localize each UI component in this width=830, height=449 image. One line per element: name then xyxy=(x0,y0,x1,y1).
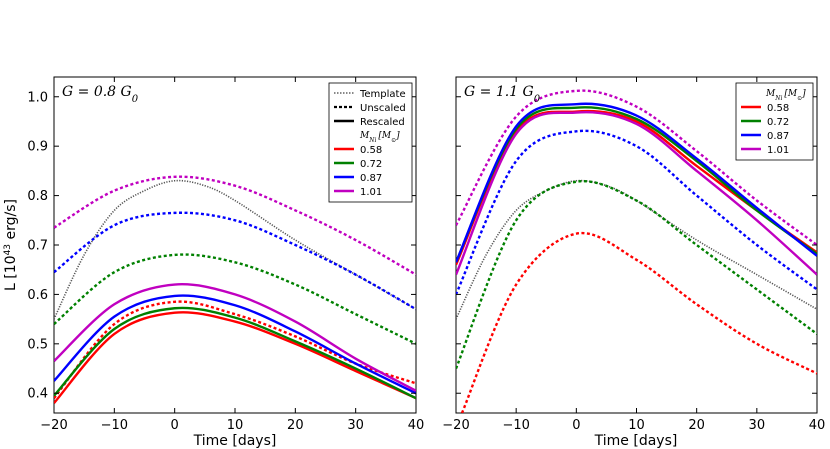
right-x-axis-label: Time [days] xyxy=(594,433,678,449)
x-tick-label: −10 xyxy=(101,418,128,433)
y-tick-label: 0.4 xyxy=(27,387,48,402)
right-annotation: G = 1.1 G0 xyxy=(464,84,541,105)
left-y-axis-label: L [1043 erg/s] xyxy=(3,199,19,291)
series-line-0-87-unscaled xyxy=(456,129,817,295)
legend-mass-0-label: 0.58 xyxy=(767,103,789,114)
left-panel: −20 −10 0 10 20 30 40 0.4 0.5 0.6 0.7 0.8 0.9 1.0 G =… xyxy=(3,76,424,449)
x-tick-label: 10 xyxy=(227,418,244,433)
series-line-0-72-rescaled xyxy=(54,306,416,400)
legend-template-label: Template xyxy=(359,89,406,100)
y-tick-label: 0.8 xyxy=(27,189,48,204)
series-line-0-72-unscaled xyxy=(456,179,817,369)
left-ticks-layer: −20 −10 0 10 20 30 40 0.4 0.5 0.6 0.7 0.8 0.9 1.0 xyxy=(27,77,424,433)
x-tick-label: 40 xyxy=(408,418,425,433)
series-line-0-58-rescaled xyxy=(54,311,416,404)
y-tick-label: 0.7 xyxy=(27,239,48,254)
series-line-1-01-rescaled xyxy=(54,283,416,392)
legend-mass-2-label: 0.87 xyxy=(767,131,789,142)
x-tick-label: −20 xyxy=(442,418,469,433)
left-legend-box xyxy=(328,82,413,203)
legend-mass-3-label: 1.01 xyxy=(767,145,789,156)
x-tick-label: 0 xyxy=(572,418,580,433)
left-annotation: G = 0.8 G0 xyxy=(62,84,139,105)
legend-mass-title: MNi [M⊙] xyxy=(359,131,400,144)
x-tick-label: 40 xyxy=(809,418,826,433)
right-series-layer xyxy=(456,89,817,413)
x-tick-label: 0 xyxy=(171,418,179,433)
legend-mass-2-label: 0.87 xyxy=(360,173,382,184)
series-line-1-01-rescaled xyxy=(456,110,817,276)
right-legend: MNi [M⊙] 0.58 0.72 0.87 1.01 xyxy=(735,82,814,161)
legend-mass-1-label: 0.72 xyxy=(767,117,789,128)
y-tick-label: 0.9 xyxy=(27,140,48,155)
left-x-axis-label: Time [days] xyxy=(193,433,277,449)
x-tick-label: 20 xyxy=(287,418,304,433)
x-tick-label: −20 xyxy=(40,418,67,433)
series-line-1-01-unscaled xyxy=(54,175,416,276)
x-tick-label: 20 xyxy=(688,418,705,433)
left-series-layer xyxy=(54,175,416,404)
legend-mass-0-label: 0.58 xyxy=(360,145,382,156)
series-line-0-58-unscaled xyxy=(460,231,817,413)
legend-mass-title: MNi [M⊙] xyxy=(765,89,806,102)
x-tick-label: −10 xyxy=(502,418,529,433)
x-tick-label: 10 xyxy=(628,418,645,433)
legend-unscaled-label: Unscaled xyxy=(360,103,406,114)
y-tick-label: 0.5 xyxy=(27,337,48,352)
series-line-template xyxy=(456,179,817,320)
x-tick-label: 30 xyxy=(347,418,364,433)
left-legend: Template Unscaled Rescaled MNi [M⊙] 0.58 … xyxy=(328,82,413,203)
legend-mass-1-label: 0.72 xyxy=(360,159,382,170)
series-line-0-87-rescaled xyxy=(456,102,817,263)
x-tick-label: 30 xyxy=(749,418,766,433)
right-panel: −20 −10 0 10 20 30 40 G = 1.1 G0 Time [days] M… xyxy=(442,76,825,449)
y-tick-label: 1.0 xyxy=(27,90,48,105)
right-ticks-layer: −20 −10 0 10 20 30 40 xyxy=(442,77,825,433)
series-line-0-72-unscaled xyxy=(54,253,416,345)
legend-mass-3-label: 1.01 xyxy=(360,187,382,198)
y-tick-label: 0.6 xyxy=(27,288,48,303)
legend-rescaled-label: Rescaled xyxy=(360,117,405,128)
series-line-1-01-unscaled xyxy=(456,89,817,246)
series-line-0-87-unscaled xyxy=(54,211,416,311)
series-line-0-87-rescaled xyxy=(54,294,416,395)
